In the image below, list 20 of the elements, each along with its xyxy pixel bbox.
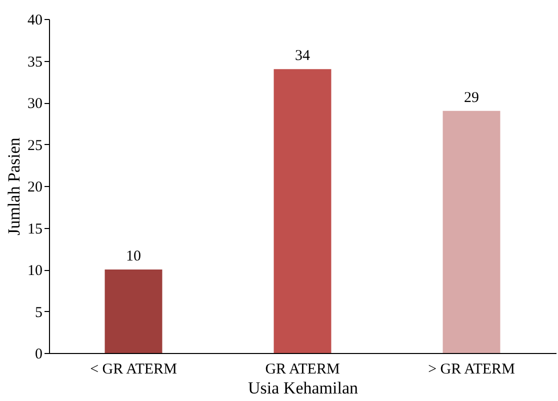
x-tick-label: < GR ATERM [90, 362, 177, 378]
y-tick-label: 20 [28, 180, 42, 196]
y-tick-label: 15 [28, 221, 42, 238]
y-axis-title: Jumlah Pasien [4, 137, 24, 236]
data-label: 34 [295, 48, 310, 64]
y-tick-label: 10 [28, 263, 42, 279]
x-tick-label: > GR ATERM [428, 362, 515, 378]
y-tick-label: 25 [28, 138, 42, 154]
x-tick-label: GR ATERM [265, 362, 340, 378]
y-tick-label: 40 [28, 12, 42, 28]
data-label: 29 [464, 90, 479, 106]
y-tick-label: 35 [28, 54, 42, 70]
x-axis-title: Usia Kehamilan [248, 378, 358, 398]
bar [104, 270, 162, 353]
data-label: 10 [126, 248, 141, 264]
bar [274, 69, 332, 353]
y-tick-label: 0 [35, 346, 42, 362]
y-tick-label: 5 [35, 304, 42, 321]
bar [442, 110, 500, 353]
y-tick-label: 30 [28, 96, 42, 112]
